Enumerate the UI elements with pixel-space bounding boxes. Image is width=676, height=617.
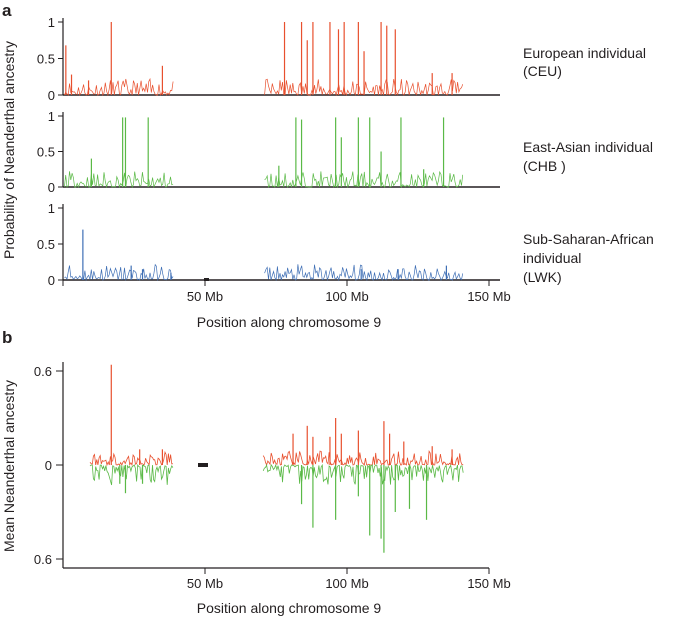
legend-ceu-line2: (CEU) bbox=[523, 63, 562, 79]
panel-a-xlabel: Position along chromosome 9 bbox=[197, 314, 382, 330]
panel-b-letter: b bbox=[2, 328, 12, 347]
noise-trace bbox=[64, 170, 464, 189]
panel-b-xtick-50: 50 Mb bbox=[187, 576, 223, 591]
y-tick-label: 0.5 bbox=[37, 237, 55, 252]
y-tick-label: 1 bbox=[48, 15, 55, 30]
y-tick-label: 0 bbox=[48, 88, 55, 103]
y-tick-label: 0.5 bbox=[37, 145, 55, 160]
panel-b-plot: 0.6 0 0.6 50 Mb 100 Mb 150 Mb Position a… bbox=[34, 362, 511, 616]
y-tick-label: 1 bbox=[48, 201, 55, 216]
legend-ceu-line1: European individual bbox=[523, 45, 646, 61]
panel-b-xtick-150: 150 Mb bbox=[467, 576, 510, 591]
panel-a-row-1: 10.50 bbox=[37, 15, 500, 103]
panel-a-row-3: 10.50 bbox=[37, 201, 500, 288]
legend-lwk-line1: Sub-Saharan-African bbox=[523, 231, 654, 247]
y-tick-label: 0 bbox=[48, 180, 55, 195]
panel-a-ylabel: Probability of Neanderthal ancestry bbox=[1, 41, 17, 259]
legend-lwk-line3: (LWK) bbox=[523, 269, 562, 285]
panel-a-xtick-150: 150 Mb bbox=[467, 289, 510, 304]
legend-chb-line1: East-Asian individual bbox=[523, 139, 653, 155]
panel-a-row-2: 10.50 bbox=[37, 109, 500, 195]
ceu-noise-trace bbox=[89, 449, 464, 467]
centromere-marker bbox=[198, 463, 208, 467]
legend-chb-line2: (CHB ) bbox=[523, 158, 566, 174]
panel-b-ytick-zero: 0 bbox=[45, 458, 52, 473]
panel-b-ytick-top: 0.6 bbox=[34, 364, 52, 379]
y-tick-label: 1 bbox=[48, 109, 55, 124]
y-tick-label: 0 bbox=[48, 273, 55, 288]
panel-b-ylabel: Mean Neanderthal ancestry bbox=[1, 380, 17, 552]
panel-a-xtick-100: 100 Mb bbox=[325, 289, 368, 304]
chb-noise-trace bbox=[89, 463, 464, 486]
panel-a-letter: a bbox=[2, 1, 12, 20]
panel-a-xtick-50: 50 Mb bbox=[187, 289, 223, 304]
y-tick-label: 0.5 bbox=[37, 52, 55, 67]
noise-trace bbox=[64, 263, 464, 282]
noise-trace bbox=[64, 77, 464, 97]
gap-marker bbox=[204, 278, 209, 281]
legend-lwk-line2: individual bbox=[523, 250, 581, 266]
panel-a-xaxis: 50 Mb 100 Mb 150 Mb Position along chrom… bbox=[62, 280, 511, 330]
panel-b-xlabel: Position along chromosome 9 bbox=[197, 600, 382, 616]
panel-b-ytick-bottom: 0.6 bbox=[34, 552, 52, 567]
panel-b-xtick-100: 100 Mb bbox=[325, 576, 368, 591]
